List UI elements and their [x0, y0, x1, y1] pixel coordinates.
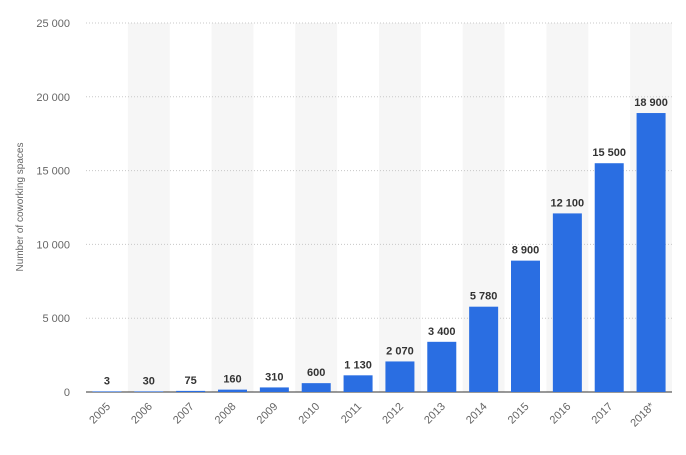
- bar-2018*[interactable]: [636, 113, 666, 392]
- data-label-2017: 15 500: [592, 147, 626, 159]
- data-label-2014: 5 780: [470, 291, 498, 303]
- x-tick-label-2009: 2009: [255, 401, 281, 427]
- y-axis-title: Number of coworking spaces: [15, 143, 26, 272]
- bar-2013[interactable]: [427, 341, 457, 392]
- x-tick-label-2013: 2013: [422, 401, 448, 427]
- data-label-2006: 30: [143, 375, 155, 387]
- bar-2014[interactable]: [469, 306, 499, 392]
- x-tick-label-2006: 2006: [129, 401, 155, 427]
- data-label-2009: 310: [265, 371, 283, 383]
- band-2010: [295, 23, 338, 392]
- x-tick-label-2010: 2010: [297, 401, 323, 427]
- band-2012: [379, 23, 421, 392]
- data-label-2015: 8 900: [512, 245, 540, 257]
- bar-2007[interactable]: [176, 390, 206, 392]
- x-tick-label-2008: 2008: [213, 401, 239, 427]
- y-tick-label: 5 000: [42, 313, 70, 325]
- y-tick-label: 15 000: [36, 166, 70, 178]
- x-tick-label-2005: 2005: [87, 401, 113, 427]
- y-tick-label: 10 000: [36, 239, 70, 251]
- data-label-2005: 3: [104, 375, 110, 387]
- y-tick-label: 20 000: [36, 92, 70, 104]
- data-label-2016: 12 100: [551, 197, 585, 209]
- x-tick-label-2017: 2017: [590, 401, 616, 427]
- bar-2005[interactable]: [92, 391, 122, 392]
- bars: [92, 113, 666, 392]
- bar-2015[interactable]: [511, 260, 540, 392]
- data-label-2012: 2 070: [386, 345, 414, 357]
- bar-2012[interactable]: [385, 361, 415, 392]
- x-tick-label-2012: 2012: [380, 401, 406, 427]
- data-label-2008: 160: [223, 374, 241, 386]
- bar-2010[interactable]: [301, 383, 331, 392]
- data-label-2018*: 18 900: [634, 97, 668, 109]
- x-tick-label-2015: 2015: [506, 401, 532, 427]
- data-label-2010: 600: [307, 367, 325, 379]
- bar-2017[interactable]: [594, 163, 624, 392]
- y-axis-ticks: 0 5 000 10 000 15 000 20 000 25 000: [36, 18, 70, 399]
- x-tick-label-2014: 2014: [464, 401, 490, 427]
- bar-2009[interactable]: [259, 387, 289, 392]
- band-2006: [127, 23, 170, 392]
- alternating-bands: [127, 23, 672, 392]
- bar-2016[interactable]: [552, 213, 582, 392]
- x-axis-ticks: 2005 2006 2007 2008 2009 2010 2011 2012 2013 2014…: [87, 400, 657, 429]
- x-tick-label-2011: 2011: [339, 401, 364, 426]
- x-tick-label-2007: 2007: [171, 401, 197, 427]
- band-2008: [211, 23, 254, 392]
- data-label-2013: 3 400: [428, 326, 456, 338]
- x-tick-label-2018*: 2018*: [628, 400, 657, 429]
- data-labels: 3 30 75 160 310 600 1 130 2 070 3 400 5 780 8 900 1…: [104, 97, 668, 387]
- data-label-2011: 1 130: [344, 359, 372, 371]
- data-label-2007: 75: [185, 375, 197, 387]
- bar-2008[interactable]: [218, 389, 247, 392]
- x-tick-label-2016: 2016: [548, 401, 574, 427]
- bar-2011[interactable]: [343, 375, 373, 392]
- y-tick-label: 25 000: [36, 18, 70, 30]
- bar-2006[interactable]: [134, 391, 164, 392]
- y-tick-label: 0: [64, 387, 70, 399]
